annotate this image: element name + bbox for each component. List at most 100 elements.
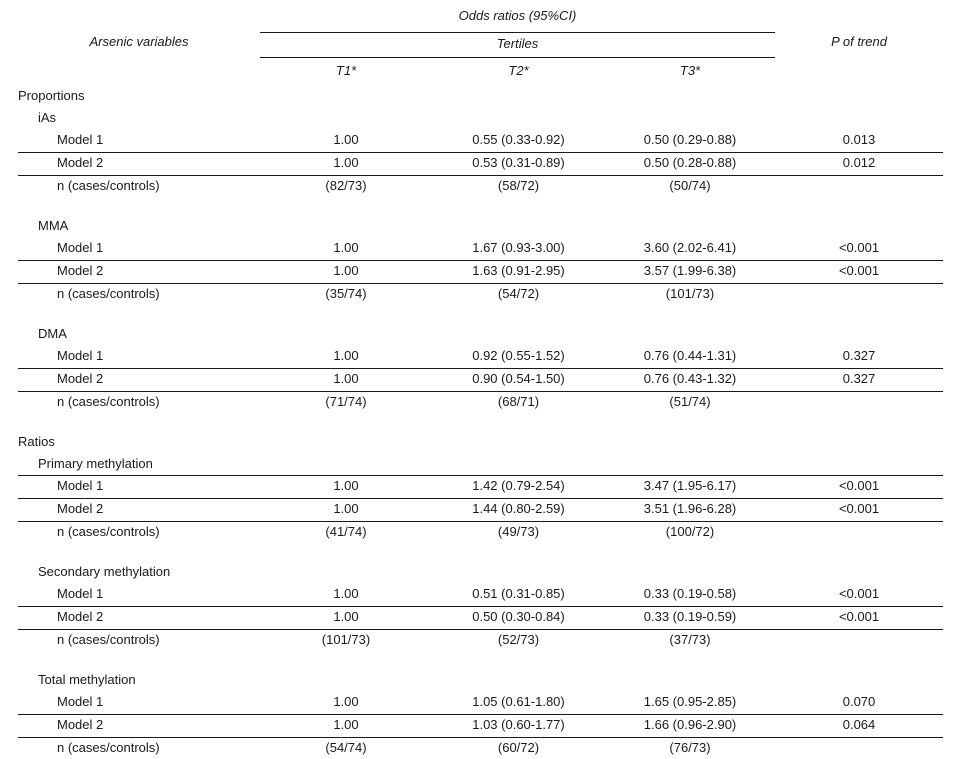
table-row: n (cases/controls) (101/73) (52/73) (37/…	[18, 629, 943, 650]
group-name-total-methylation: Total methylation	[18, 669, 943, 691]
row-label: Model 1	[18, 129, 260, 153]
table-row: Model 2 1.00 0.90 (0.54-1.50) 0.76 (0.43…	[18, 368, 944, 392]
table-row: Model 1 1.00 0.55 (0.33-0.92) 0.50 (0.29…	[18, 129, 944, 153]
cell-t3: 3.57 (1.99-6.38)	[605, 260, 776, 284]
table-row: n (cases/controls) (41/74) (49/73) (100/…	[18, 521, 943, 542]
column-header-p-of-trend: P of trend	[831, 34, 887, 50]
cell-t1: (41/74)	[325, 523, 367, 539]
cell-p: <0.001	[775, 260, 944, 284]
cell-t1: (71/74)	[325, 393, 367, 409]
row-label: n (cases/controls)	[57, 739, 160, 755]
cell-t2: 0.92 (0.55-1.52)	[432, 345, 605, 369]
cell-p	[775, 629, 943, 650]
table-row: n (cases/controls) (35/74) (54/72) (101/…	[18, 283, 943, 304]
cell-t1: 1.00	[260, 691, 432, 715]
group-name-secondary-methylation: Secondary methylation	[18, 561, 943, 583]
cell-t3: 3.60 (2.02-6.41)	[605, 237, 776, 261]
group-name-label: MMA	[38, 217, 69, 233]
row-label: Model 1	[18, 583, 260, 607]
row-label: Model 2	[18, 368, 260, 392]
table-row: Model 2 1.00 1.44 (0.80-2.59) 3.51 (1.96…	[18, 498, 944, 522]
group-name-label: iAs	[38, 109, 57, 125]
cell-t2: 0.51 (0.31-0.85)	[432, 583, 605, 607]
table-row: Model 1 1.00 0.92 (0.55-1.52) 0.76 (0.44…	[18, 345, 944, 369]
cell-t3: 1.65 (0.95-2.85)	[605, 691, 776, 715]
cell-t3: (51/74)	[669, 393, 711, 409]
cell-p: <0.001	[775, 498, 944, 522]
cell-t3: 3.51 (1.96-6.28)	[605, 498, 776, 522]
section-title-label: Ratios	[18, 433, 55, 449]
column-header-t3: T3*	[679, 63, 701, 79]
table-row: Model 2 1.00 1.63 (0.91-2.95) 3.57 (1.99…	[18, 260, 944, 284]
cell-t1: (54/74)	[325, 739, 367, 755]
cell-p: <0.001	[775, 237, 944, 261]
cell-p	[775, 283, 943, 304]
cell-p: 0.012	[775, 152, 944, 176]
cell-p: 0.327	[775, 345, 944, 369]
table-row: Model 1 1.00 1.67 (0.93-3.00) 3.60 (2.02…	[18, 237, 944, 261]
cell-p: 0.013	[775, 129, 944, 153]
row-label: Model 2	[18, 152, 260, 176]
cell-t3: (100/72)	[665, 523, 715, 539]
group-name-dma: DMA	[18, 323, 943, 345]
cell-t1: 1.00	[260, 368, 432, 392]
cell-t2: (58/72)	[497, 177, 540, 193]
row-label: n (cases/controls)	[57, 523, 160, 539]
cell-t2: 0.50 (0.30-0.84)	[432, 606, 605, 630]
cell-t2: (52/73)	[497, 631, 540, 647]
table-row: Model 2 1.00 1.03 (0.60-1.77) 1.66 (0.96…	[18, 714, 944, 738]
cell-t1: 1.00	[260, 237, 432, 261]
spacer-row	[18, 542, 943, 561]
row-label: n (cases/controls)	[57, 631, 160, 647]
cell-p	[775, 175, 943, 196]
cell-t3: 0.76 (0.44-1.31)	[605, 345, 776, 369]
row-label: n (cases/controls)	[57, 177, 160, 193]
cell-p: <0.001	[775, 475, 944, 499]
cell-t3: (101/73)	[665, 285, 715, 301]
row-label: Model 2	[18, 260, 260, 284]
cell-p	[775, 391, 943, 412]
row-label: Model 2	[18, 498, 260, 522]
section-title-label: Proportions	[18, 87, 85, 103]
table-row: n (cases/controls) (54/74) (60/72) (76/7…	[18, 737, 943, 758]
row-label: Model 1	[18, 237, 260, 261]
spacer-row	[18, 196, 943, 215]
cell-p: 0.070	[775, 691, 944, 715]
cell-t3: (50/74)	[669, 177, 711, 193]
cell-t1: 1.00	[260, 152, 432, 176]
group-name-label: Secondary methylation	[38, 563, 171, 579]
table-row: n (cases/controls) (71/74) (68/71) (51/7…	[18, 391, 943, 412]
cell-t3: (76/73)	[669, 739, 711, 755]
table-row: Model 2 1.00 0.53 (0.31-0.89) 0.50 (0.28…	[18, 152, 944, 176]
row-label: n (cases/controls)	[57, 285, 160, 301]
spacer-row	[18, 412, 943, 431]
cell-p	[775, 737, 943, 758]
cell-t2: (60/72)	[497, 739, 540, 755]
cell-t1: 1.00	[260, 345, 432, 369]
cell-t3: 0.33 (0.19-0.58)	[605, 583, 776, 607]
column-header-t1: T1*	[335, 63, 357, 79]
group-name-label: DMA	[38, 325, 67, 341]
column-header-t2: T2*	[508, 63, 529, 79]
cell-t3: 0.76 (0.43-1.32)	[605, 368, 776, 392]
group-name-ias: iAs	[18, 107, 943, 129]
cell-p: <0.001	[775, 583, 944, 607]
cell-t2: 1.67 (0.93-3.00)	[432, 237, 605, 261]
spacer-row	[18, 650, 943, 669]
row-label: Model 2	[18, 714, 260, 738]
section-title-proportions: Proportions	[18, 85, 943, 107]
cell-t1: 1.00	[260, 714, 432, 738]
cell-t1: 1.00	[260, 129, 432, 153]
column-header-arsenic-variables: Arsenic variables	[89, 34, 189, 50]
cell-t2: 0.90 (0.54-1.50)	[432, 368, 605, 392]
cell-t2: 1.63 (0.91-2.95)	[432, 260, 605, 284]
cell-t1: 1.00	[260, 583, 432, 607]
cell-t1: (82/73)	[325, 177, 367, 193]
row-label: Model 2	[18, 606, 260, 630]
cell-t1: (35/74)	[325, 285, 367, 301]
cell-t1: 1.00	[260, 260, 432, 284]
cell-t2: (49/73)	[497, 523, 540, 539]
table-row: Model 1 1.00 1.05 (0.61-1.80) 1.65 (0.95…	[18, 691, 944, 715]
cell-t3: 0.50 (0.28-0.88)	[605, 152, 776, 176]
cell-t2: 1.05 (0.61-1.80)	[432, 691, 605, 715]
